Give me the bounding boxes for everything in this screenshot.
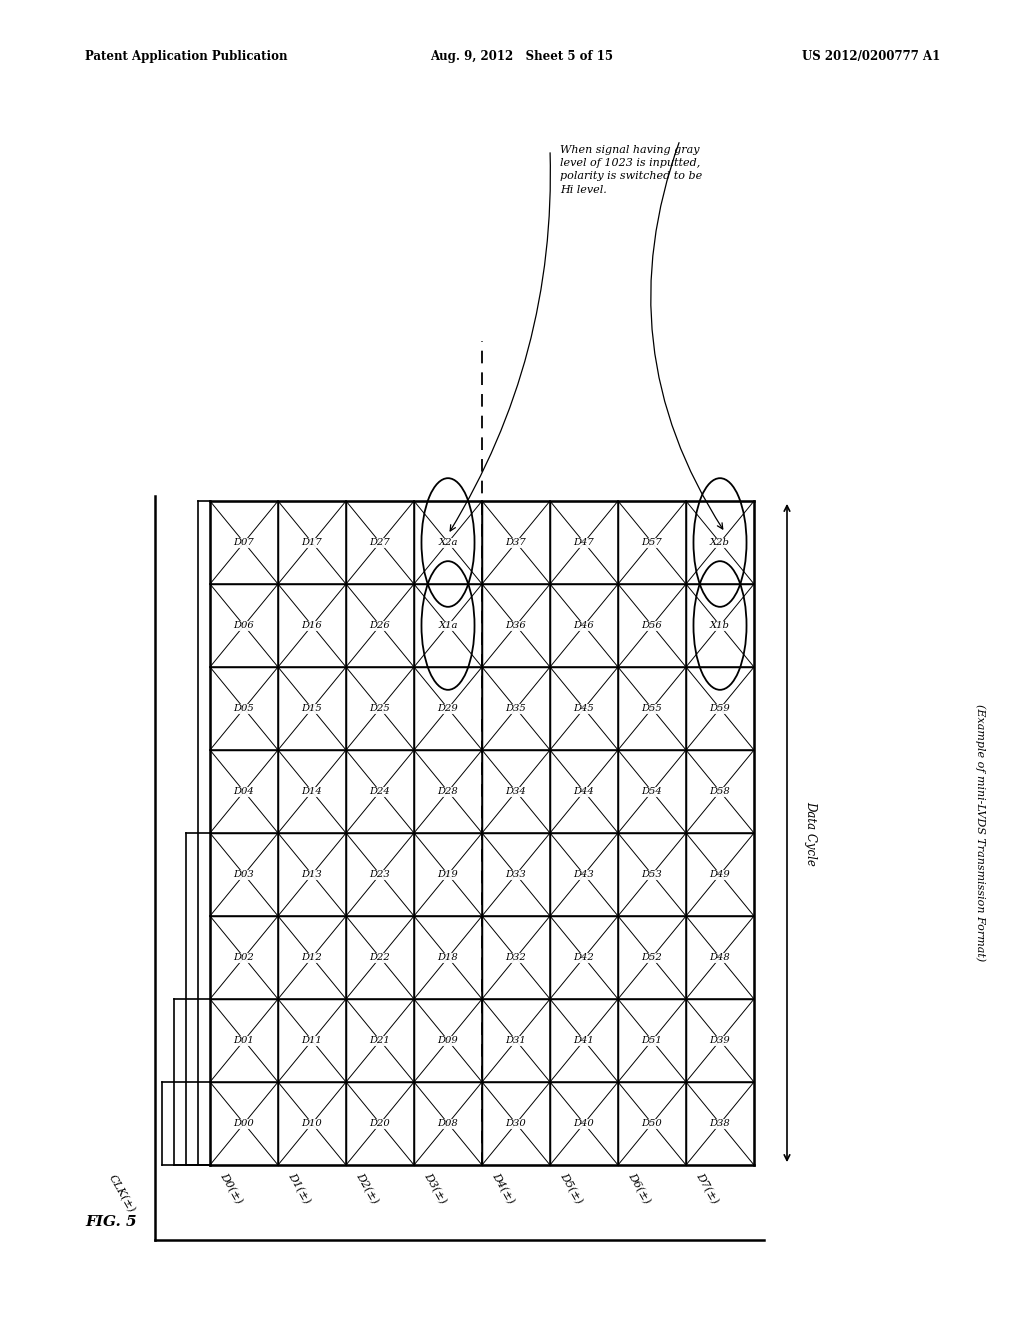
Text: D14: D14 — [302, 787, 323, 796]
Text: D6(±): D6(±) — [626, 1171, 652, 1205]
Text: FIG. 5: FIG. 5 — [85, 1214, 136, 1229]
Text: X2a: X2a — [438, 539, 458, 546]
Text: D29: D29 — [437, 704, 459, 713]
Text: D05: D05 — [233, 704, 254, 713]
Text: D03: D03 — [233, 870, 254, 879]
Text: D01: D01 — [233, 1036, 254, 1045]
Text: D25: D25 — [370, 704, 390, 713]
Text: D15: D15 — [302, 704, 323, 713]
Text: D59: D59 — [710, 704, 730, 713]
Text: Patent Application Publication: Patent Application Publication — [85, 50, 288, 63]
Text: When signal having gray
level of 1023 is inputted,
polarity is switched to be
Hi: When signal having gray level of 1023 is… — [560, 145, 702, 194]
Text: D52: D52 — [642, 953, 663, 962]
Text: D04: D04 — [233, 787, 254, 796]
Text: D17: D17 — [302, 539, 323, 546]
Text: D30: D30 — [506, 1119, 526, 1129]
Text: D37: D37 — [506, 539, 526, 546]
Text: D34: D34 — [506, 787, 526, 796]
Text: D49: D49 — [710, 870, 730, 879]
Text: D20: D20 — [370, 1119, 390, 1129]
Text: D28: D28 — [437, 787, 459, 796]
Text: D58: D58 — [710, 787, 730, 796]
Text: D44: D44 — [573, 787, 594, 796]
Text: Aug. 9, 2012   Sheet 5 of 15: Aug. 9, 2012 Sheet 5 of 15 — [430, 50, 613, 63]
Text: X1a: X1a — [438, 620, 458, 630]
Text: D43: D43 — [573, 870, 594, 879]
Text: D19: D19 — [437, 870, 459, 879]
Text: D50: D50 — [642, 1119, 663, 1129]
Text: X1b: X1b — [710, 620, 730, 630]
Text: D23: D23 — [370, 870, 390, 879]
Text: D21: D21 — [370, 1036, 390, 1045]
Text: D24: D24 — [370, 787, 390, 796]
Text: Data Cycle: Data Cycle — [804, 800, 817, 866]
Text: D56: D56 — [642, 620, 663, 630]
Text: D41: D41 — [573, 1036, 594, 1045]
Text: D40: D40 — [573, 1119, 594, 1129]
Text: D55: D55 — [642, 704, 663, 713]
Text: D26: D26 — [370, 620, 390, 630]
Text: D51: D51 — [642, 1036, 663, 1045]
Text: D09: D09 — [437, 1036, 459, 1045]
Text: D0(±): D0(±) — [218, 1171, 244, 1205]
Text: D5(±): D5(±) — [558, 1171, 584, 1205]
Text: D36: D36 — [506, 620, 526, 630]
Text: D18: D18 — [437, 953, 459, 962]
Text: D57: D57 — [642, 539, 663, 546]
Text: D35: D35 — [506, 704, 526, 713]
Text: D10: D10 — [302, 1119, 323, 1129]
Text: D39: D39 — [710, 1036, 730, 1045]
Text: D38: D38 — [710, 1119, 730, 1129]
Text: D11: D11 — [302, 1036, 323, 1045]
Text: D02: D02 — [233, 953, 254, 962]
Text: D42: D42 — [573, 953, 594, 962]
Text: D33: D33 — [506, 870, 526, 879]
Text: D32: D32 — [506, 953, 526, 962]
Text: D07: D07 — [233, 539, 254, 546]
Text: D54: D54 — [642, 787, 663, 796]
Text: D2(±): D2(±) — [354, 1171, 380, 1205]
Text: D48: D48 — [710, 953, 730, 962]
Text: D46: D46 — [573, 620, 594, 630]
Text: D06: D06 — [233, 620, 254, 630]
Text: D08: D08 — [437, 1119, 459, 1129]
Text: D16: D16 — [302, 620, 323, 630]
Text: X2b: X2b — [710, 539, 730, 546]
Text: D22: D22 — [370, 953, 390, 962]
Text: D7(±): D7(±) — [694, 1171, 720, 1205]
Text: D13: D13 — [302, 870, 323, 879]
Text: US 2012/0200777 A1: US 2012/0200777 A1 — [802, 50, 940, 63]
Text: D1(±): D1(±) — [286, 1171, 312, 1205]
Text: CLK(±): CLK(±) — [105, 1173, 136, 1214]
Text: D47: D47 — [573, 539, 594, 546]
Text: D53: D53 — [642, 870, 663, 879]
Text: D45: D45 — [573, 704, 594, 713]
Text: D31: D31 — [506, 1036, 526, 1045]
Text: D12: D12 — [302, 953, 323, 962]
Text: (Example of mini-LVDS Transmission Format): (Example of mini-LVDS Transmission Forma… — [975, 705, 985, 962]
Text: D00: D00 — [233, 1119, 254, 1129]
Text: D3(±): D3(±) — [422, 1171, 449, 1205]
Text: D4(±): D4(±) — [490, 1171, 516, 1205]
Text: D27: D27 — [370, 539, 390, 546]
